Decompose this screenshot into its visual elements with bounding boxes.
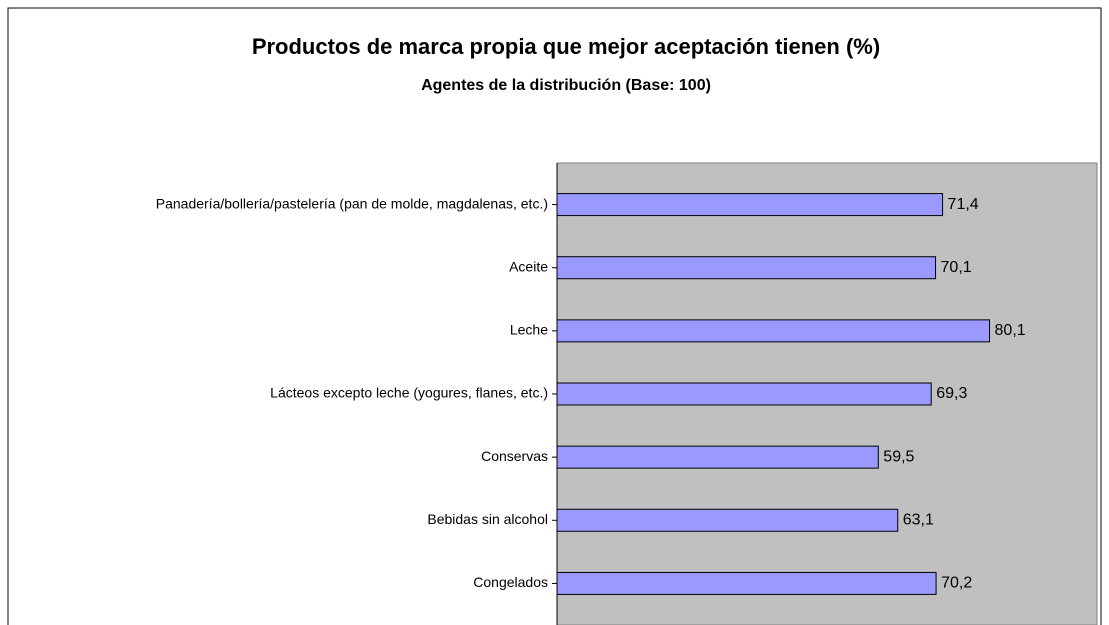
bar [556,508,899,532]
chart-title: Productos de marca propia que mejor acep… [252,34,880,59]
y-tick-label: Aceite [509,258,548,274]
y-tick-label: Conservas [481,448,548,464]
data-label: 71,4 [948,196,979,213]
y-tick-label: Panadería/bollería/pastelería (pan de mo… [156,195,548,211]
data-label: 59,5 [883,448,914,465]
y-tick-label: Lácteos excepto leche (yogures, flanes, … [270,385,548,401]
bar [556,319,991,343]
data-label: 70,1 [941,259,972,276]
y-tick-label: Congelados [473,574,548,590]
bar [556,382,932,406]
chart-subtitle: Agentes de la distribución (Base: 100) [421,77,711,94]
data-label: 63,1 [903,512,934,529]
data-label: 70,2 [941,575,972,592]
y-tick-label: Bebidas sin alcohol [427,511,548,527]
y-tick-label: Leche [510,322,548,338]
data-label: 80,1 [995,322,1026,339]
bar [556,193,944,217]
data-label: 69,3 [936,385,967,402]
bar [556,256,937,280]
bar [556,571,937,595]
bar [556,445,879,469]
